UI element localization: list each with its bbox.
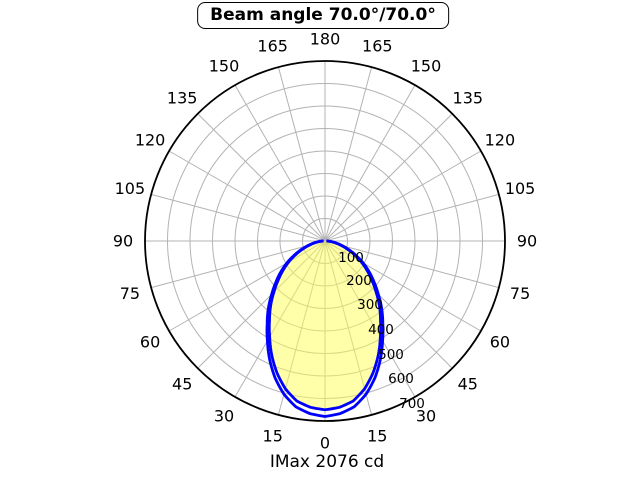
angle-label-135: 135	[167, 89, 198, 108]
angle-label-45: 45	[172, 374, 192, 393]
grid-spoke	[324, 150, 482, 242]
angle-label-90: 90	[517, 232, 537, 251]
grid-spoke	[151, 240, 326, 289]
angle-label-180: 180	[310, 30, 341, 49]
grid-spoke	[197, 113, 326, 242]
angle-label-30: 30	[416, 406, 436, 425]
chart-title: Beam angle 70.0°/70.0°	[210, 5, 436, 25]
radial-label-500: 500	[378, 347, 404, 363]
angle-label-120: 120	[485, 131, 516, 150]
angle-label-120: 120	[135, 131, 166, 150]
angle-label-105: 105	[115, 179, 146, 198]
grid-spoke	[234, 84, 326, 242]
radial-label-400: 400	[368, 322, 394, 338]
angle-label-150: 150	[209, 57, 240, 76]
angle-label-30: 30	[214, 406, 234, 425]
outer-circle	[144, 60, 506, 422]
title-box: Beam angle 70.0°/70.0°	[197, 2, 449, 29]
angle-label-135: 135	[453, 89, 484, 108]
grid-spoke	[168, 150, 326, 242]
imax-label: IMax 2076 cd	[269, 452, 385, 472]
angle-label-150: 150	[411, 57, 442, 76]
radial-label-600: 600	[388, 371, 414, 387]
grid-spoke	[324, 193, 499, 242]
angle-label-75: 75	[510, 284, 530, 303]
angle-label-165: 165	[257, 36, 288, 55]
angle-label-105: 105	[505, 179, 536, 198]
angle-label-60: 60	[140, 333, 160, 352]
angle-label-45: 45	[458, 374, 478, 393]
angle-label-15: 15	[367, 427, 387, 446]
angle-label-90: 90	[113, 232, 133, 251]
radial-label-200: 200	[346, 273, 372, 289]
grid-spoke	[324, 113, 453, 242]
grid-spoke	[151, 193, 326, 242]
grid-spoke	[324, 240, 499, 289]
radial-label-700: 700	[399, 396, 425, 412]
radial-label-100: 100	[338, 250, 364, 266]
beam-fill	[269, 241, 381, 410]
angle-label-0: 0	[320, 434, 330, 453]
angle-label-15: 15	[263, 427, 283, 446]
angle-label-165: 165	[362, 36, 393, 55]
angle-label-75: 75	[120, 284, 140, 303]
grid-spoke	[277, 67, 326, 242]
angle-label-60: 60	[490, 333, 510, 352]
grid-spoke	[324, 67, 373, 242]
grid-spoke	[324, 84, 416, 242]
beam-curve-curve-inner	[267, 239, 383, 412]
radial-label-300: 300	[357, 297, 383, 313]
